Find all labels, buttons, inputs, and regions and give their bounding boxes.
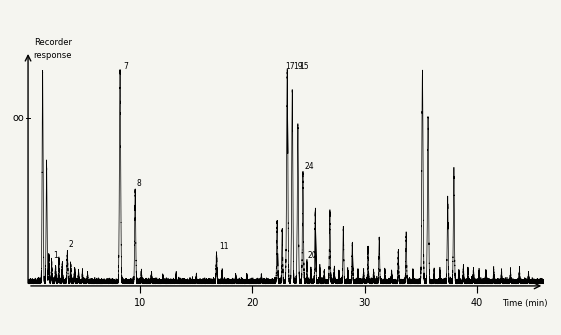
Text: 24: 24	[305, 162, 314, 171]
Text: 19: 19	[293, 62, 302, 71]
Text: 11: 11	[219, 242, 228, 251]
Text: 17: 17	[285, 62, 295, 71]
Text: Time (min): Time (min)	[502, 299, 548, 308]
Text: response: response	[34, 51, 72, 60]
Text: oo: oo	[13, 114, 25, 124]
Text: 15: 15	[300, 62, 309, 71]
Text: 8: 8	[137, 179, 141, 188]
Text: 2: 2	[68, 240, 73, 249]
Text: 20: 20	[307, 251, 317, 260]
Text: Recorder: Recorder	[34, 38, 72, 47]
Text: 1: 1	[53, 251, 57, 260]
Text: 7: 7	[123, 62, 128, 71]
